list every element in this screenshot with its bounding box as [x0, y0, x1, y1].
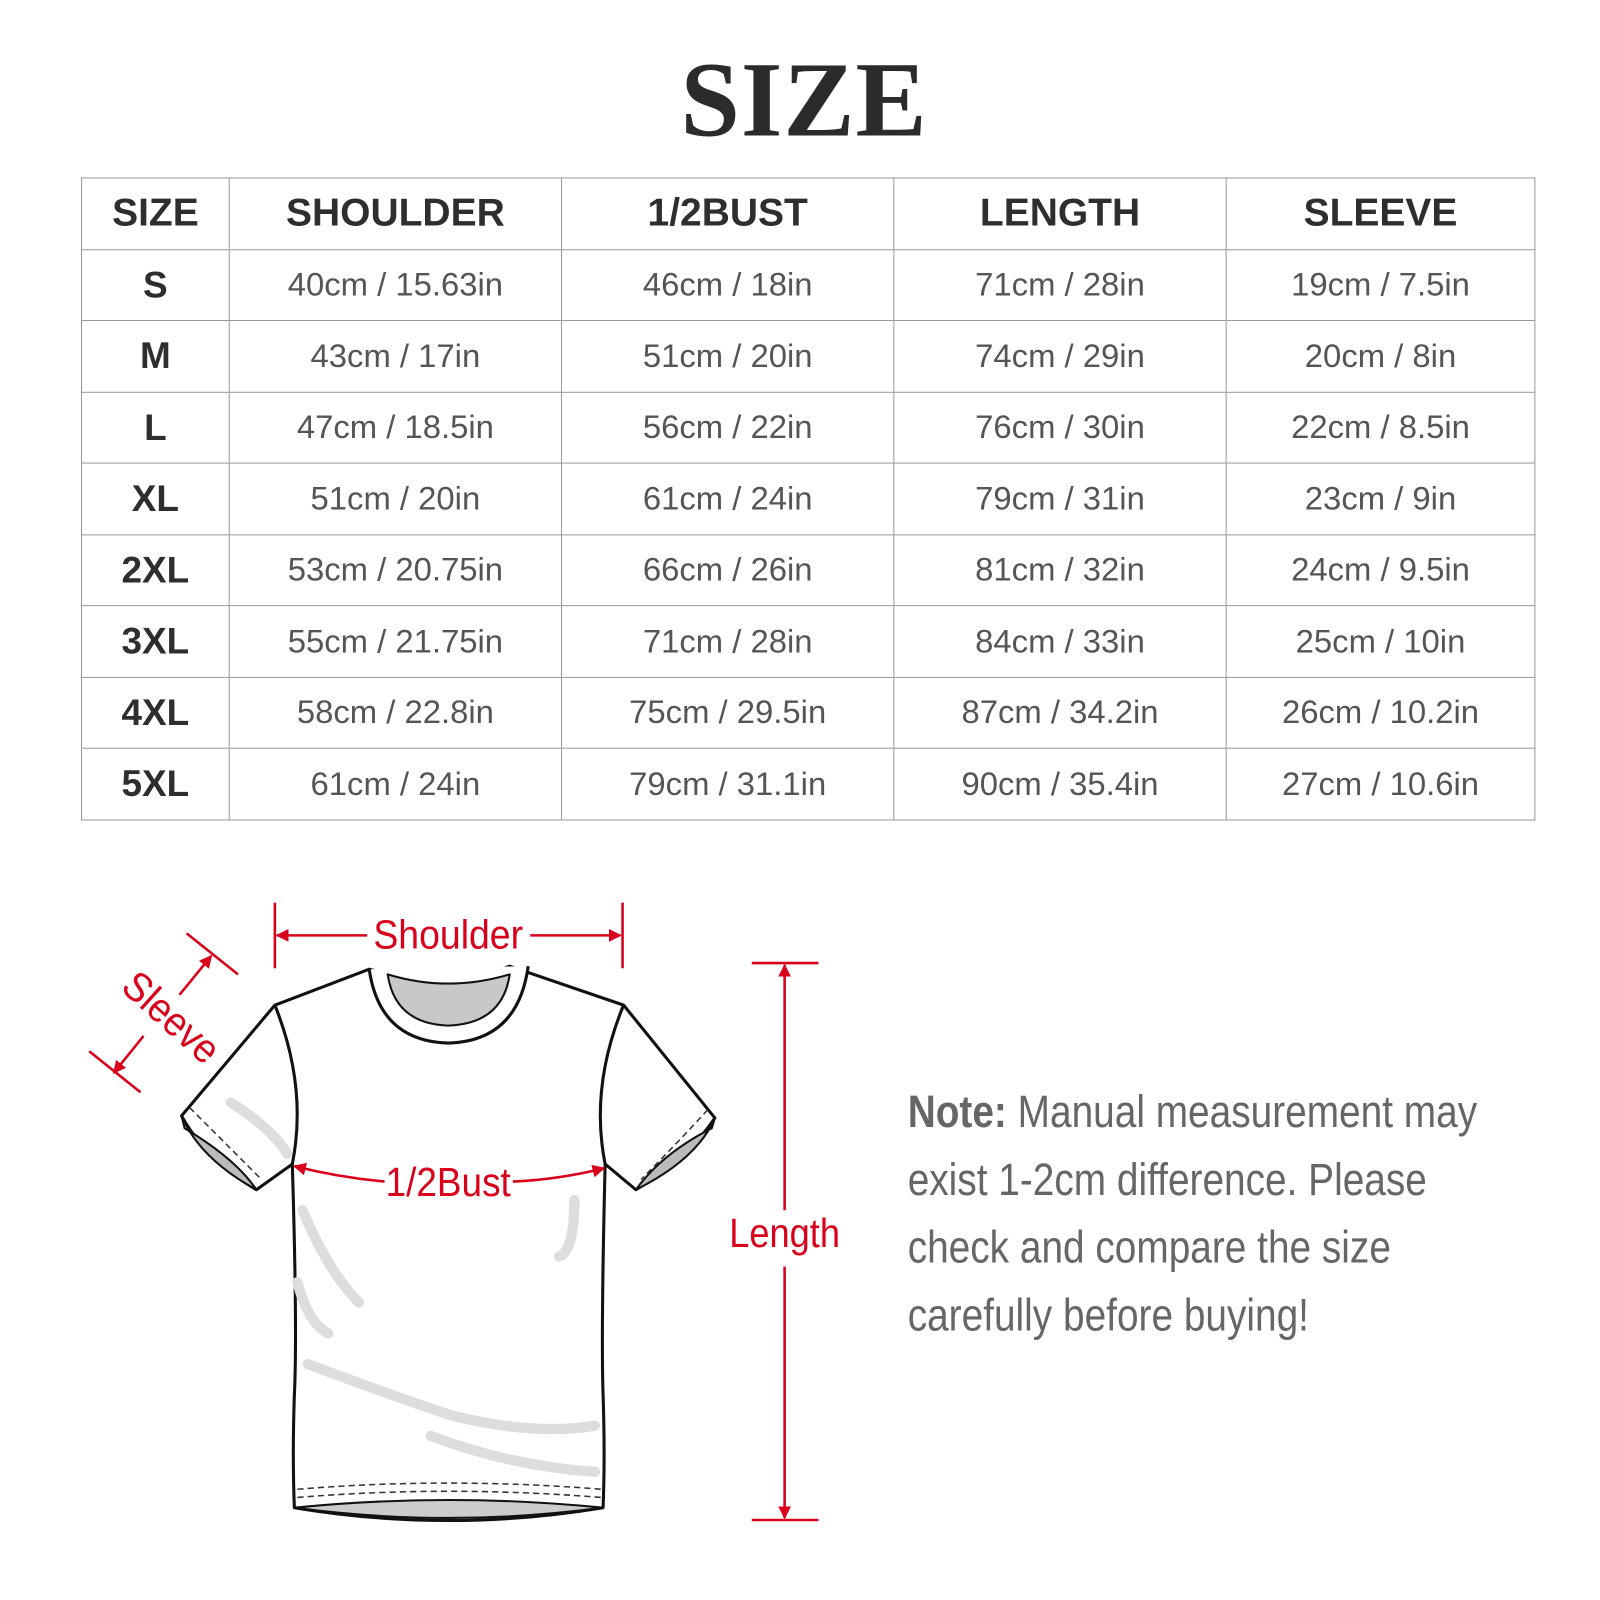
fabric-folds [225, 1097, 600, 1477]
shoulder-label: Shoulder [373, 912, 523, 958]
measurement-cell: 25cm / 10in [1225, 605, 1536, 678]
table-row: L 47cm / 18.5in 56cm / 22in 76cm / 30in 22cm… [81, 391, 1536, 464]
page-title: SIZE [680, 41, 928, 159]
table-row: M 43cm / 17in 51cm / 20in 74cm / 29in 20cm /… [81, 320, 1536, 393]
measurement-cell: 84cm / 33in [893, 605, 1227, 678]
table-row: S 40cm / 15.63in 46cm / 18in 71cm / 28in 19c… [81, 248, 1536, 322]
table-row: 2XL 53cm / 20.75in 66cm / 26in 81cm / 32in 2… [81, 533, 1536, 607]
size-cell: L [81, 391, 230, 464]
table-row: 5XL 61cm / 24in 79cm / 31.1in 90cm / 35.4in… [81, 747, 1536, 820]
measurement-cell: 53cm / 20.75in [228, 533, 563, 607]
measurement-cell: 55cm / 21.75in [228, 605, 563, 678]
measurement-cell: 71cm / 28in [893, 248, 1227, 322]
table-row: XL 51cm / 20in 61cm / 24in 79cm / 31in 23cm … [81, 462, 1536, 535]
size-table: SIZE SHOULDER 1/2BUST LENGTH SLEEVE S 40cm / … [81, 177, 1536, 820]
column-header: SLEEVE [1225, 177, 1536, 250]
measurement-cell: 61cm / 24in [561, 462, 895, 535]
measurement-cell: 19cm / 7.5in [1225, 248, 1536, 322]
column-header: SIZE [81, 177, 230, 250]
measurement-cell: 40cm / 15.63in [228, 248, 563, 322]
measurement-cell: 79cm / 31.1in [561, 747, 895, 820]
table-row: 4XL 58cm / 22.8in 75cm / 29.5in 87cm / 34.2… [81, 676, 1536, 749]
measure-lines [88, 902, 819, 1522]
sleeve-label: Sleeve [113, 962, 229, 1073]
measurement-cell: 26cm / 10.2in [1225, 676, 1536, 749]
measurement-cell: 51cm / 20in [228, 462, 563, 535]
note-text: Note: Manual measurement may exist 1-2cm… [908, 1079, 1525, 1350]
measurement-cell: 20cm / 8in [1225, 320, 1536, 393]
table-header-row: SIZE SHOULDER 1/2BUST LENGTH SLEEVE [81, 177, 1536, 250]
size-cell: 4XL [81, 676, 230, 749]
measurement-cell: 27cm / 10.6in [1225, 747, 1536, 820]
measurement-cell: 23cm / 9in [1225, 462, 1536, 535]
measurement-cell: 66cm / 26in [561, 533, 895, 607]
bust-label: 1/2Bust [386, 1159, 512, 1205]
column-header: 1/2BUST [561, 177, 895, 250]
measurement-cell: 58cm / 22.8in [228, 676, 563, 749]
note-body: Manual measurement may exist 1-2cm diffe… [907, 1087, 1478, 1341]
stitching [189, 1107, 709, 1499]
column-header: LENGTH [893, 177, 1227, 250]
measurement-cell: 74cm / 29in [893, 320, 1227, 393]
size-cell: S [81, 248, 230, 322]
measurement-cell: 76cm / 30in [893, 391, 1227, 464]
measurement-cell: 22cm / 8.5in [1225, 391, 1536, 464]
measurement-cell: 46cm / 18in [561, 248, 895, 322]
size-cell: 3XL [81, 605, 230, 678]
measurement-cell: 71cm / 28in [561, 605, 895, 678]
measurement-cell: 81cm / 32in [893, 533, 1227, 607]
measurement-cell: 43cm / 17in [228, 320, 563, 393]
size-cell: M [81, 320, 230, 393]
length-label: Length [729, 1210, 840, 1256]
tshirt-outline [179, 964, 717, 1523]
table-row: 3XL 55cm / 21.75in 71cm / 28in 84cm / 33in 2… [81, 605, 1536, 678]
measurement-cell: 56cm / 22in [561, 391, 895, 464]
measurement-cell: 61cm / 24in [228, 747, 563, 820]
measurement-cell: 24cm / 9.5in [1225, 533, 1536, 607]
note-label: Note: [907, 1087, 1007, 1138]
measurement-cell: 75cm / 29.5in [561, 676, 895, 749]
size-cell: 5XL [81, 747, 230, 820]
measurement-cell: 90cm / 35.4in [893, 747, 1227, 820]
size-cell: XL [81, 462, 230, 535]
